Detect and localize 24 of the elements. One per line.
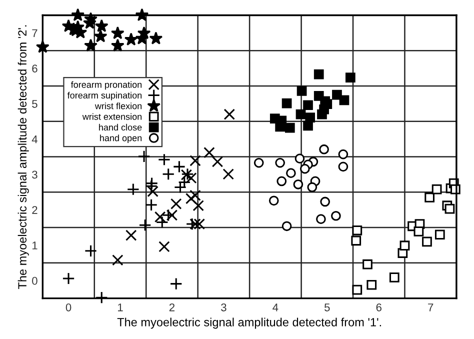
legend-label: wrist flexion	[94, 102, 142, 110]
y-tick-label: 7	[32, 29, 38, 37]
x-axis-title: The myoelectric signal amplitude detected from '1'.	[117, 318, 381, 329]
x-tick-label: 1	[118, 304, 123, 312]
legend-label: hand close	[99, 124, 142, 131]
x-tick-label: 3	[221, 303, 226, 312]
y-tick-label: 5	[32, 100, 38, 108]
x-tick-label: 4	[272, 304, 278, 312]
x-tick-label: 7	[428, 304, 434, 312]
x-tick-label: 5	[324, 304, 330, 312]
legend-label: wrist extension	[82, 113, 142, 120]
y-tick-label: 6	[32, 64, 38, 72]
y-tick-label: 1	[32, 242, 38, 250]
x-tick-label: 0	[66, 303, 72, 312]
legend-label: hand open	[100, 134, 142, 143]
y-tick-label: 0	[32, 276, 38, 285]
y-tick-label: 3	[32, 170, 38, 179]
x-tick-label: 2	[169, 303, 175, 312]
y-tick-label: 2	[32, 206, 38, 214]
x-tick-label: 6	[376, 303, 382, 312]
legend-label: forearm pronation	[70, 81, 142, 90]
y-tick-label: 4	[32, 135, 38, 144]
y-axis-title: The myoelectric signal amplitude detected from '2'.	[18, 25, 29, 290]
legend-label: forearm supination	[67, 92, 142, 100]
